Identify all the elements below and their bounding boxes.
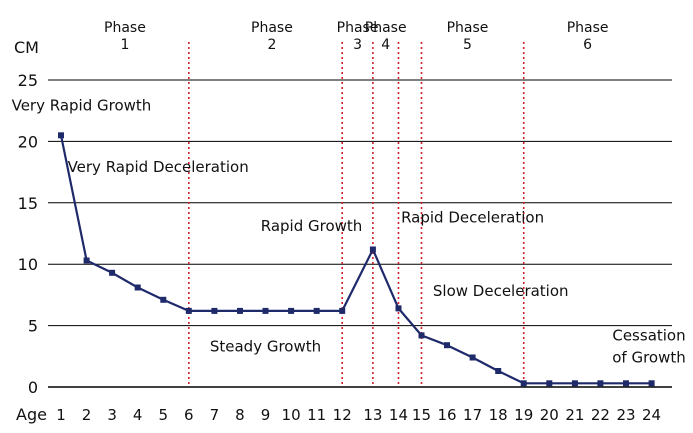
data-point-14 [396,305,402,311]
data-point-22 [597,380,603,386]
data-point-7 [211,308,217,314]
data-point-15 [419,332,425,338]
x-tick-label-12: 12 [333,406,352,424]
y-tick-labels: 0 5 10 15 20 25 [18,71,38,397]
phase-number-3: 3 [353,37,362,53]
x-tick-label-8: 8 [235,406,245,424]
annotation-5: Slow Deceleration [433,282,569,300]
y-tick-label-15: 15 [18,194,38,213]
phase-number-6: 6 [583,37,592,53]
data-point-18 [495,368,501,374]
x-tick-label-21: 21 [565,406,584,424]
x-tick-label-13: 13 [363,406,382,424]
y-tick-label-25: 25 [18,71,38,90]
x-tick-label-2: 2 [82,406,92,424]
x-tick-label-18: 18 [489,406,508,424]
x-tick-label-10: 10 [282,406,301,424]
annotation-7: Cessation [612,326,685,344]
growth-chart: Phase1Phase2Phase3Phase4Phase5Phase6 0 5 1… [0,0,693,433]
data-point-13 [370,247,376,253]
data-point-21 [572,380,578,386]
data-point-16 [444,342,450,348]
data-point-1 [58,132,64,138]
x-tick-label-20: 20 [540,406,559,424]
annotation-8: of Growth [612,348,686,366]
x-tick-label-9: 9 [261,406,271,424]
x-tick-label-15: 15 [412,406,431,424]
data-point-19 [521,380,527,386]
data-point-6 [186,308,192,314]
y-unit-label: CM [14,38,39,57]
data-point-4 [135,285,141,291]
phase-number-4: 4 [381,37,390,53]
x-tick-label-14: 14 [389,406,408,424]
annotation-2: Very Rapid Deceleration [68,158,249,176]
x-tick-label-5: 5 [158,406,168,424]
phase-label-2: Phase [251,20,293,36]
y-tick-label-0: 0 [28,378,38,397]
data-point-2 [84,258,90,264]
data-point-17 [470,355,476,361]
data-point-20 [546,380,552,386]
x-axis-label: Age [16,405,47,424]
data-point-5 [160,297,166,303]
phase-label-5: Phase [447,20,489,36]
x-tick-label-24: 24 [642,406,661,424]
x-tick-label-22: 22 [591,406,610,424]
data-point-9 [263,308,269,314]
x-tick-label-1: 1 [56,406,66,424]
annotation-3: Rapid Growth [261,217,363,235]
phase-number-2: 2 [267,37,276,53]
y-tick-label-5: 5 [28,317,38,336]
x-tick-labels: 1 2 3 4 5 6 7 8 9 10 11 12 13 14 15 16 17 18 19 20 21 22 23 24 [56,406,661,424]
data-point-11 [314,308,320,314]
annotation-6: Steady Growth [210,337,321,355]
x-tick-label-3: 3 [107,406,117,424]
data-point-23 [623,380,629,386]
y-tick-label-10: 10 [18,255,38,274]
phase-number-1: 1 [120,37,129,53]
phase-number-5: 5 [463,37,472,53]
x-tick-label-4: 4 [133,406,143,424]
x-tick-label-16: 16 [437,406,456,424]
phase-label-6: Phase [567,20,609,36]
annotation-1: Very Rapid Growth [12,97,152,115]
data-point-10 [288,308,294,314]
data-point-8 [237,308,243,314]
phase-label-4: Phase [365,20,407,36]
x-tick-label-6: 6 [184,406,194,424]
x-tick-label-11: 11 [307,406,326,424]
x-tick-label-7: 7 [210,406,220,424]
data-point-24 [649,380,655,386]
x-tick-label-19: 19 [514,406,533,424]
data-point-3 [109,270,115,276]
x-tick-label-23: 23 [616,406,635,424]
data-point-12 [339,308,345,314]
annotation-4: Rapid Deceleration [401,208,544,226]
phase-label-1: Phase [104,20,146,36]
y-tick-label-20: 20 [18,132,38,151]
x-tick-label-17: 17 [463,406,482,424]
